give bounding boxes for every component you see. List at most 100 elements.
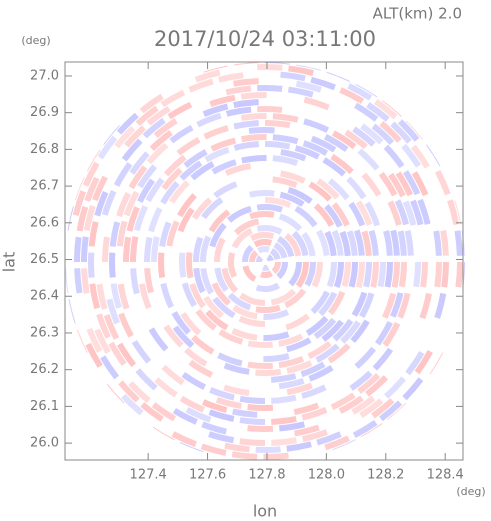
echo-cell xyxy=(398,261,407,288)
echo-cell xyxy=(72,190,87,217)
echo-cell xyxy=(181,372,207,390)
x-tick-label: 127.8 xyxy=(248,468,285,483)
echo-cell xyxy=(176,136,201,156)
echo-cell xyxy=(331,229,344,256)
echo-cell xyxy=(419,293,432,320)
echo-cell xyxy=(264,141,291,150)
echo-cell xyxy=(233,141,260,151)
echo-cell xyxy=(425,141,445,167)
echo-cell xyxy=(339,87,365,104)
echo-cell xyxy=(388,172,406,198)
echo-cell xyxy=(201,421,227,435)
y-tick-label: 26.9 xyxy=(30,105,59,120)
echo-cell xyxy=(327,343,351,364)
echo-cell xyxy=(390,292,404,318)
echo-cell xyxy=(402,170,421,196)
echo-cell xyxy=(293,402,320,416)
echo-cell xyxy=(209,222,227,248)
echo-cell xyxy=(352,420,378,439)
echo-cell xyxy=(410,199,424,226)
echo-cell xyxy=(434,169,451,196)
echo-cell xyxy=(188,359,214,378)
echo-cell xyxy=(159,221,172,248)
echo-cell xyxy=(195,308,217,331)
echo-cell xyxy=(224,442,250,453)
echo-cell xyxy=(241,155,267,164)
echo-cell xyxy=(208,431,235,444)
echo-cell xyxy=(278,333,304,347)
echo-cell xyxy=(232,408,258,418)
echo-cell xyxy=(279,191,305,207)
echo-cell xyxy=(402,200,417,226)
echo-cell xyxy=(353,229,365,256)
echo-cell xyxy=(280,170,306,184)
echo-cell xyxy=(114,125,136,149)
echo-cell xyxy=(331,130,357,150)
echo-cell xyxy=(242,265,257,282)
echo-cell xyxy=(116,220,128,247)
echo-cell xyxy=(370,261,379,288)
echo-cell xyxy=(363,261,372,288)
echo-cell xyxy=(172,407,198,425)
echo-cell xyxy=(347,83,373,101)
echo-cell xyxy=(361,172,382,197)
echo-cell xyxy=(142,117,166,139)
echo-cell xyxy=(327,178,350,201)
echo-cell xyxy=(137,178,155,204)
echo-cell xyxy=(294,205,318,228)
echo-cell xyxy=(81,268,90,294)
echo-cell xyxy=(308,364,334,382)
echo-cell xyxy=(190,161,215,181)
echo-cell xyxy=(395,171,414,197)
echo-cell xyxy=(266,254,274,262)
echo-cell xyxy=(440,230,449,256)
echo-cell xyxy=(72,329,88,356)
echo-cell xyxy=(350,319,370,343)
echo-cell xyxy=(359,398,384,419)
echo-cell xyxy=(154,377,178,398)
echo-cell xyxy=(310,290,330,315)
echo-cell xyxy=(160,181,180,205)
echo-cell xyxy=(303,118,330,133)
echo-cell xyxy=(280,149,307,162)
echo-cell xyxy=(163,154,187,177)
echo-cell xyxy=(397,119,420,142)
echo-cell xyxy=(368,229,379,256)
echo-cell xyxy=(295,261,309,288)
y-tick-label: 26.3 xyxy=(30,325,59,340)
echo-cell xyxy=(262,264,270,271)
echo-cell xyxy=(186,252,194,279)
echo-cell xyxy=(338,395,364,414)
echo-cell xyxy=(330,153,354,175)
echo-cell xyxy=(324,230,337,257)
echo-cell xyxy=(242,244,254,263)
echo-cell xyxy=(247,340,273,348)
echo-cell xyxy=(318,291,338,317)
echo-cell xyxy=(331,202,350,227)
echo-cell xyxy=(146,105,171,126)
echo-cell xyxy=(212,296,236,319)
echo-cell xyxy=(74,236,82,263)
echo-cell xyxy=(353,102,379,122)
echo-cell xyxy=(304,261,316,287)
echo-cell xyxy=(255,446,281,453)
echo-cell xyxy=(86,327,103,353)
echo-cell xyxy=(118,312,134,338)
echo-cell xyxy=(161,364,185,386)
echo-cell xyxy=(169,180,190,204)
echo-cell xyxy=(286,360,313,374)
echo-cell xyxy=(273,242,288,259)
echo-cell xyxy=(397,230,407,256)
echo-cell xyxy=(264,197,292,209)
echo-cell xyxy=(308,181,332,202)
echo-cell xyxy=(209,94,236,108)
echo-cell xyxy=(160,282,175,309)
echo-cell xyxy=(379,121,402,143)
echo-cell xyxy=(239,292,266,306)
echo-cell xyxy=(321,319,344,342)
x-tick-label: 128.0 xyxy=(308,468,345,483)
echo-cell xyxy=(203,295,224,319)
echo-cell xyxy=(349,370,373,391)
echo-cell xyxy=(257,64,283,71)
echo-cell xyxy=(223,362,250,375)
